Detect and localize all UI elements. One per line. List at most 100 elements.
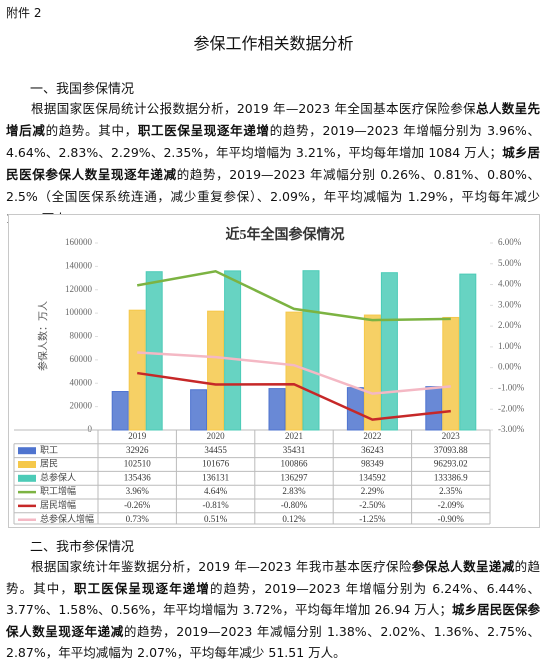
legend-label: 总参保人: [40, 471, 76, 482]
y2-tick-label: -2.00%: [498, 403, 525, 413]
table-value: 34455: [204, 445, 227, 455]
y2-tick-label: 6.00%: [498, 237, 522, 247]
table-value: 0.73%: [126, 514, 150, 524]
x-tick-label: 2022: [363, 431, 381, 441]
y2-tick-label: 0.00%: [498, 362, 522, 372]
bar: [425, 386, 443, 431]
bold-text: 城乡居民医保参保人数呈现逐年递减: [6, 602, 540, 639]
y-axis-label: 参保人数：万人: [36, 301, 49, 371]
y2-tick-label: -3.00%: [498, 424, 525, 434]
paragraph: 根据国家统计年鉴数据分析，2019 年—2023 年我市基本医疗保险参保总人数呈…: [6, 556, 540, 664]
chart-title: 近5年全国参保情况: [226, 226, 345, 243]
table-value: 135436: [124, 472, 152, 482]
table-value: -1.25%: [359, 514, 386, 524]
legend-label: 总参保人增幅: [40, 513, 94, 524]
line: [136, 269, 451, 322]
y-tick-label: 40000: [70, 377, 93, 387]
section-heading: 二、我市参保情况: [30, 540, 135, 555]
y2-tick-label: -1.00%: [498, 383, 525, 393]
x-tick-label: 2023: [442, 431, 461, 441]
x-tick-label: 2020: [207, 431, 226, 441]
table-value: 133386.9: [434, 472, 468, 482]
table-value: 0.12%: [282, 514, 306, 524]
bar: [302, 270, 320, 431]
bold-text: 城乡居民医保参保人数呈现逐年递减: [6, 145, 540, 182]
legend-label: 职工增幅: [40, 485, 76, 496]
table-value: 134592: [359, 472, 386, 482]
table-value: 4.64%: [204, 486, 228, 496]
bar: [111, 391, 129, 431]
bar: [224, 270, 242, 431]
table-value: -2.09%: [438, 500, 465, 510]
text-run: 根据国家医保局统计公报数据分析，2019 年—2023 年全国基本医疗保险参保: [31, 101, 477, 116]
y-tick-label: 0: [88, 424, 93, 434]
y-tick-label: 60000: [70, 354, 93, 364]
text-run: 根据国家统计年鉴数据分析，2019 年—2023 年我市基本医疗保险: [31, 559, 412, 574]
legend-key: [18, 474, 36, 482]
table-value: -0.26%: [124, 500, 151, 510]
table-value: 100866: [281, 459, 309, 469]
bold-text: 参保总人数呈递减: [411, 559, 515, 574]
table-value: -0.81%: [202, 500, 229, 510]
bold-text: 职工医保呈现逐年递增: [137, 123, 270, 138]
bar: [268, 388, 286, 431]
y-tick-label: 20000: [70, 401, 93, 411]
table-value: 136131: [202, 472, 229, 482]
paragraph: 根据国家医保局统计公报数据分析，2019 年—2023 年全国基本医疗保险参保总…: [6, 98, 540, 230]
line: [137, 351, 451, 395]
table-value: -2.50%: [359, 500, 386, 510]
text-run: 的趋势，2019—2023 年增幅分别为 6.24%、6.44%、3.77%、1…: [6, 580, 540, 618]
legend-label: 居民增幅: [40, 499, 76, 510]
bold-text: 职工医保呈现逐年递增: [74, 580, 210, 596]
y2-tick-label: 2.00%: [498, 320, 522, 330]
table-value: 3.96%: [126, 486, 150, 496]
y-tick-label: 140000: [65, 260, 93, 270]
x-tick-label: 2019: [128, 431, 147, 441]
x-tick-label: 2021: [285, 431, 303, 441]
y-tick-label: 160000: [65, 237, 93, 247]
table-value: 36243: [361, 445, 384, 455]
section-heading: 一、我国参保情况: [30, 82, 135, 97]
legend-key: [18, 461, 36, 468]
table-value: 2.83%: [282, 486, 306, 496]
table-value: 101676: [202, 459, 230, 469]
text-run: 的趋势。其中，: [45, 123, 138, 138]
bold-text: 总人数呈先增后减: [6, 101, 540, 138]
document-title: 参保工作相关数据分析: [193, 34, 354, 53]
table-value: 37093.88: [434, 445, 468, 455]
y-tick-label: 100000: [65, 307, 93, 317]
bar: [380, 272, 398, 431]
table-value: 98349: [361, 459, 384, 469]
table-value: 35431: [283, 445, 306, 455]
y2-tick-label: 5.00%: [498, 258, 522, 268]
table-value: 0.51%: [204, 514, 228, 524]
attachment-label: 附件 2: [6, 6, 42, 20]
legend-label: 居民: [40, 459, 58, 469]
y2-tick-label: 4.00%: [498, 279, 522, 289]
table-value: 2.29%: [361, 486, 385, 496]
text-run: 的趋势，2019—2023 年减幅分别 1.38%、2.02%、1.36%、2.…: [6, 623, 540, 661]
bar: [145, 271, 163, 431]
table-value: -0.90%: [438, 514, 465, 524]
bar: [363, 314, 381, 431]
y2-tick-label: 3.00%: [498, 299, 522, 309]
legend-label: 职工: [40, 445, 58, 455]
table-value: 96293.02: [434, 459, 468, 469]
table-value: 2.35%: [439, 486, 463, 496]
table-value: 102510: [124, 459, 152, 469]
bar: [459, 273, 477, 431]
line: [137, 371, 451, 421]
table-value: 136297: [281, 472, 309, 482]
bar: [190, 389, 208, 431]
text-run: 的趋势，2019—2023 年增幅分别为 3.96%、4.64%、2.83%、2…: [6, 123, 540, 160]
y-tick-label: 80000: [70, 331, 93, 341]
table-value: 32926: [126, 445, 149, 455]
table-value: -0.80%: [281, 500, 308, 510]
legend-key: [18, 447, 36, 455]
bar: [285, 311, 303, 431]
bar: [207, 310, 225, 431]
text-run: 的趋势。其中，: [6, 559, 540, 596]
chart: 近5年全国参保情况 参保人数：万人 0 20000 40000 60000 80000 1…: [8, 214, 540, 528]
y2-tick-label: 1.00%: [498, 341, 522, 351]
